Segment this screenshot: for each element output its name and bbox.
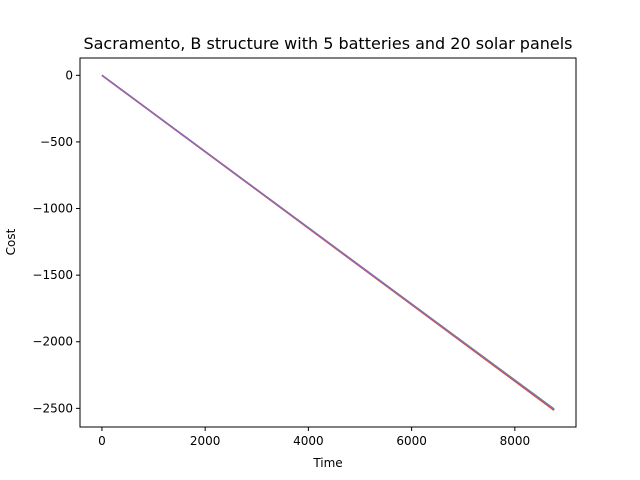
- x-tick-label: 0: [98, 434, 106, 448]
- y-tick-label: −1500: [32, 268, 73, 282]
- x-tick-label: 4000: [293, 434, 324, 448]
- x-axis-label: Time: [312, 456, 342, 470]
- y-tick-label: −2000: [32, 335, 73, 349]
- series-layer: [101, 74, 555, 411]
- x-tick-label: 2000: [190, 434, 221, 448]
- x-tick-label: 6000: [396, 434, 427, 448]
- x-tick-label: 8000: [500, 434, 531, 448]
- x-axis: 0 2000 4000 6000 8000: [98, 427, 530, 448]
- y-axis: 0 −500 −1000 −1500 −2000 −2500: [32, 68, 80, 415]
- plot-area: [79, 57, 577, 428]
- y-axis-label: Cost: [4, 228, 18, 255]
- series-line-5: [101, 74, 555, 411]
- y-tick-label: 0: [65, 68, 73, 82]
- y-tick-label: −1000: [32, 202, 73, 216]
- y-tick-label: −500: [40, 135, 73, 149]
- chart-title: Sacramento, B structure with 5 batteries…: [83, 34, 572, 53]
- axes-border: [79, 57, 577, 428]
- y-tick-label: −2500: [32, 401, 73, 415]
